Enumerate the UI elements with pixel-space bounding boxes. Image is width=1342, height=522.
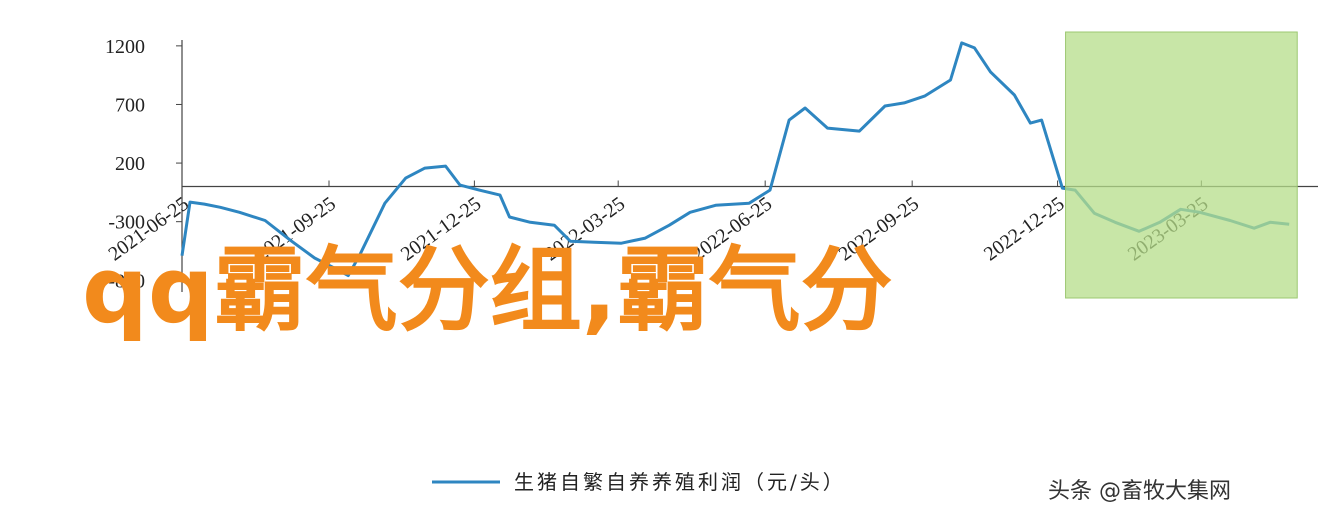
y-tick-label: 700	[115, 94, 145, 116]
legend-label: 生猪自繁自养养殖利润（元/头）	[514, 470, 846, 494]
overlay-title: qq霸气分组,霸气分	[82, 237, 893, 344]
watermark: 头条 @畜牧大集网	[1048, 479, 1231, 504]
y-tick-label: -300	[108, 212, 145, 234]
y-tick-label: 200	[115, 153, 145, 175]
x-tick-label: 2022-12-25	[980, 193, 1068, 266]
y-tick-label: 1200	[105, 36, 145, 58]
y-tick-label: -800	[108, 270, 145, 292]
highlight-region	[1065, 31, 1298, 299]
